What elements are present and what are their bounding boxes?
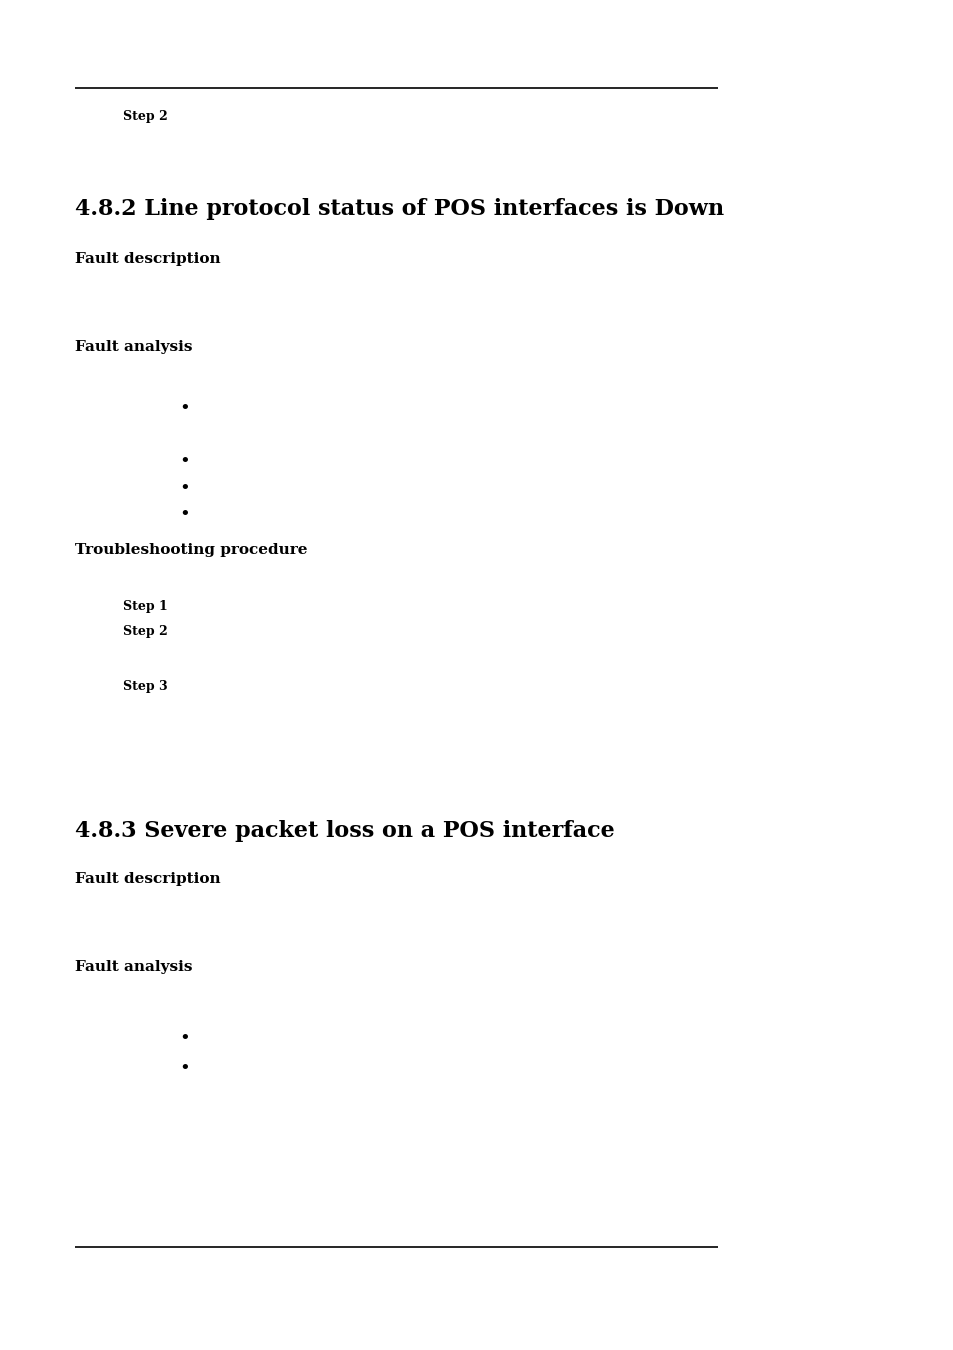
Text: Troubleshooting procedure: Troubleshooting procedure [75, 543, 307, 558]
Text: •: • [179, 400, 191, 418]
Text: •: • [179, 506, 191, 524]
Text: 4.8.3 Severe packet loss on a POS interface: 4.8.3 Severe packet loss on a POS interf… [75, 819, 614, 842]
Text: Fault description: Fault description [75, 252, 220, 266]
Text: Fault analysis: Fault analysis [75, 960, 193, 973]
Text: 4.8.2 Line protocol status of POS interfaces is Down: 4.8.2 Line protocol status of POS interf… [75, 198, 723, 220]
Text: •: • [179, 454, 191, 471]
Text: Step 3: Step 3 [123, 680, 168, 693]
Text: Fault analysis: Fault analysis [75, 340, 193, 354]
Text: Step 2: Step 2 [123, 109, 168, 123]
Text: Fault description: Fault description [75, 872, 220, 886]
Text: •: • [179, 481, 191, 498]
Text: Step 1: Step 1 [123, 599, 168, 613]
Text: Step 2: Step 2 [123, 625, 168, 639]
Text: •: • [179, 1060, 191, 1079]
Text: •: • [179, 1030, 191, 1048]
